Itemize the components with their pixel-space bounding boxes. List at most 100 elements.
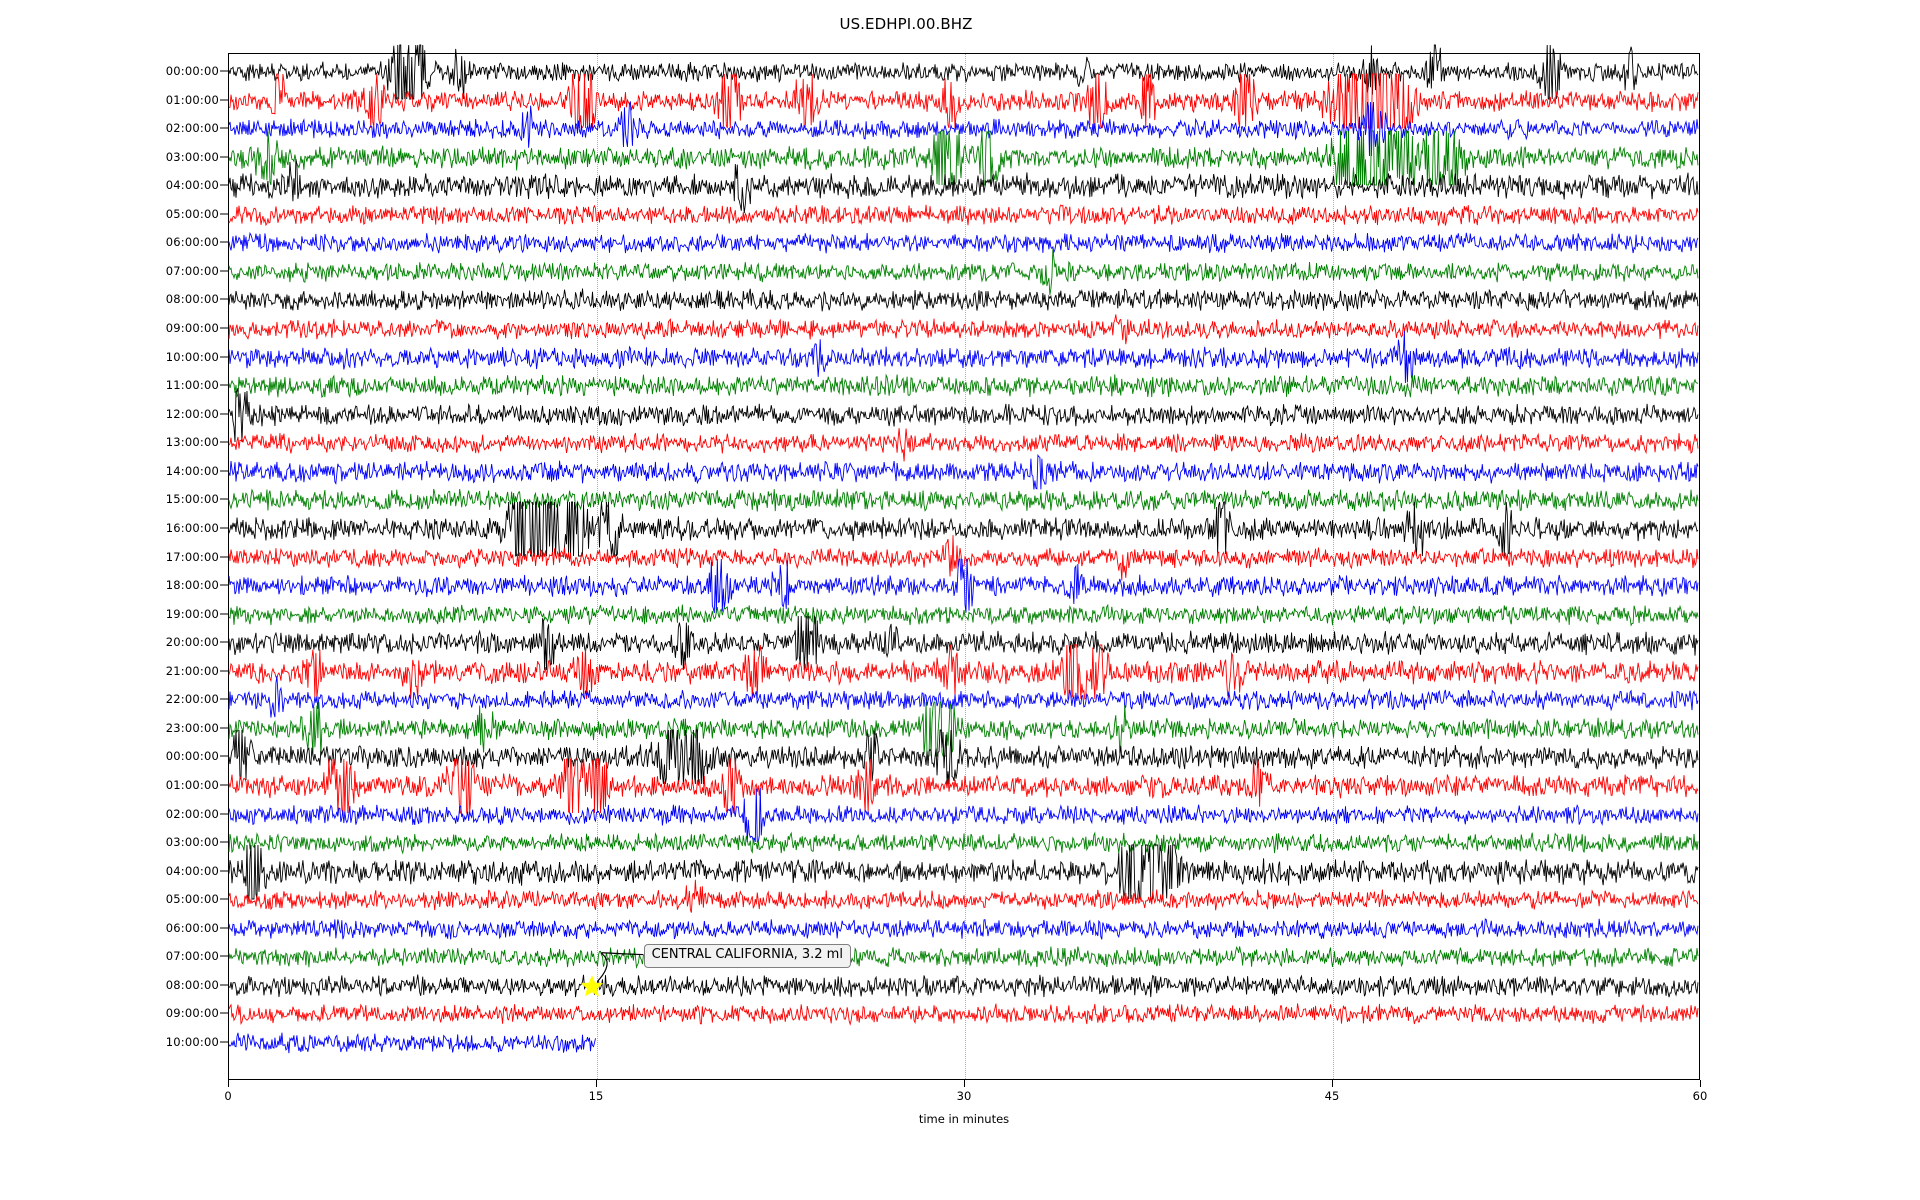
x-tick-30 <box>964 1080 965 1087</box>
y-tick-25 <box>220 784 228 786</box>
trace-row <box>229 958 1699 1014</box>
trace-path <box>229 455 1698 489</box>
y-tick-label-15: 15:00:00 <box>165 492 219 507</box>
trace-path <box>229 947 1698 968</box>
trace-row <box>229 1015 1699 1071</box>
y-tick-16 <box>220 527 228 529</box>
y-tick-label-29: 05:00:00 <box>165 892 219 907</box>
page-title: US.EDHPI.00.BHZ <box>0 15 1920 33</box>
trace-row <box>229 644 1699 700</box>
trace-path <box>229 289 1698 312</box>
trace-row <box>229 415 1699 471</box>
trace-path <box>229 45 1698 99</box>
trace-row <box>229 130 1699 186</box>
x-tick-label-60: 60 <box>1692 1089 1708 1103</box>
y-tick-21 <box>220 670 228 672</box>
y-tick-19 <box>220 613 228 615</box>
y-tick-22 <box>220 698 228 700</box>
y-tick-label-7: 07:00:00 <box>165 263 219 278</box>
trace-row <box>229 301 1699 357</box>
trace-path <box>229 645 1698 699</box>
trace-path <box>229 730 1698 784</box>
y-tick-4 <box>220 184 228 186</box>
trace-row <box>229 530 1699 586</box>
trace-row <box>229 472 1699 528</box>
y-tick-label-24: 00:00:00 <box>165 749 219 764</box>
x-tick-15 <box>596 1080 597 1087</box>
y-tick-0 <box>220 70 228 72</box>
trace-row <box>229 787 1699 843</box>
x-tick-label-45: 45 <box>1324 1089 1340 1103</box>
y-tick-23 <box>220 727 228 729</box>
trace-path <box>229 788 1698 842</box>
y-tick-13 <box>220 441 228 443</box>
trace-path <box>229 702 1698 756</box>
y-tick-label-2: 02:00:00 <box>165 121 219 136</box>
trace-row <box>229 758 1699 814</box>
y-tick-10 <box>220 356 228 358</box>
trace-path <box>229 233 1698 253</box>
y-tick-15 <box>220 498 228 500</box>
y-tick-17 <box>220 556 228 557</box>
trace-path <box>229 833 1698 853</box>
y-tick-28 <box>220 870 228 872</box>
star-marker-icon <box>581 975 604 997</box>
y-tick-label-19: 19:00:00 <box>165 606 219 621</box>
trace-row <box>229 358 1699 414</box>
trace-row <box>229 272 1699 328</box>
trace-row <box>229 901 1699 957</box>
y-tick-label-27: 03:00:00 <box>165 835 219 850</box>
y-tick-18 <box>220 584 228 586</box>
trace-row <box>229 672 1699 728</box>
trace-path <box>229 102 1698 156</box>
y-tick-label-20: 20:00:00 <box>165 635 219 650</box>
trace-path <box>229 676 1698 718</box>
y-tick-label-0: 00:00:00 <box>165 64 219 78</box>
seismic-traces <box>229 54 1699 1079</box>
trace-row <box>229 187 1699 243</box>
y-tick-label-8: 08:00:00 <box>165 292 219 307</box>
y-tick-label-13: 13:00:00 <box>165 435 219 450</box>
y-axis-labels: 00:00:00 01:00:00 02:00:00 03:00:00 04:00:00… <box>120 53 219 1080</box>
gridline-15 <box>597 54 598 1079</box>
y-tick-7 <box>220 270 228 272</box>
trace-row <box>229 929 1699 985</box>
y-tick-29 <box>220 898 228 900</box>
y-tick-label-23: 23:00:00 <box>165 720 219 735</box>
y-tick-label-31: 07:00:00 <box>165 949 219 964</box>
trace-row <box>229 387 1699 443</box>
annotation-connector <box>599 953 643 980</box>
trace-row <box>229 615 1699 671</box>
annotation-arrow-icon <box>229 54 1699 1079</box>
y-tick-34 <box>220 1041 228 1043</box>
trace-row <box>229 844 1699 900</box>
y-tick-6 <box>220 241 228 243</box>
y-tick-24 <box>220 755 228 757</box>
trace-row <box>229 729 1699 785</box>
plot-area[interactable]: CENTRAL CALIFORNIA, 3.2 ml <box>228 53 1700 1080</box>
trace-path <box>229 974 1698 997</box>
trace-path <box>229 489 1698 512</box>
trace-row <box>229 444 1699 500</box>
y-tick-label-9: 09:00:00 <box>165 321 219 336</box>
x-tick-label-0: 0 <box>224 1089 232 1103</box>
y-axis-ticks <box>220 53 228 1080</box>
trace-row <box>229 587 1699 643</box>
y-tick-27 <box>220 841 228 843</box>
event-annotation-label[interactable]: CENTRAL CALIFORNIA, 3.2 ml <box>643 944 851 969</box>
trace-row <box>229 330 1699 386</box>
y-tick-14 <box>220 470 228 472</box>
y-tick-label-5: 05:00:00 <box>165 206 219 221</box>
x-axis-labels: 0 15 30 45 60 <box>224 1089 1707 1109</box>
y-tick-label-6: 06:00:00 <box>165 235 219 250</box>
trace-path <box>229 845 1698 899</box>
x-tick-45 <box>1332 1080 1333 1087</box>
y-tick-3 <box>220 156 228 158</box>
trace-path <box>229 502 1698 556</box>
trace-path <box>229 616 1698 670</box>
y-tick-20 <box>220 641 228 643</box>
y-tick-11 <box>220 384 228 386</box>
trace-path <box>229 759 1698 813</box>
y-tick-31 <box>220 955 228 957</box>
